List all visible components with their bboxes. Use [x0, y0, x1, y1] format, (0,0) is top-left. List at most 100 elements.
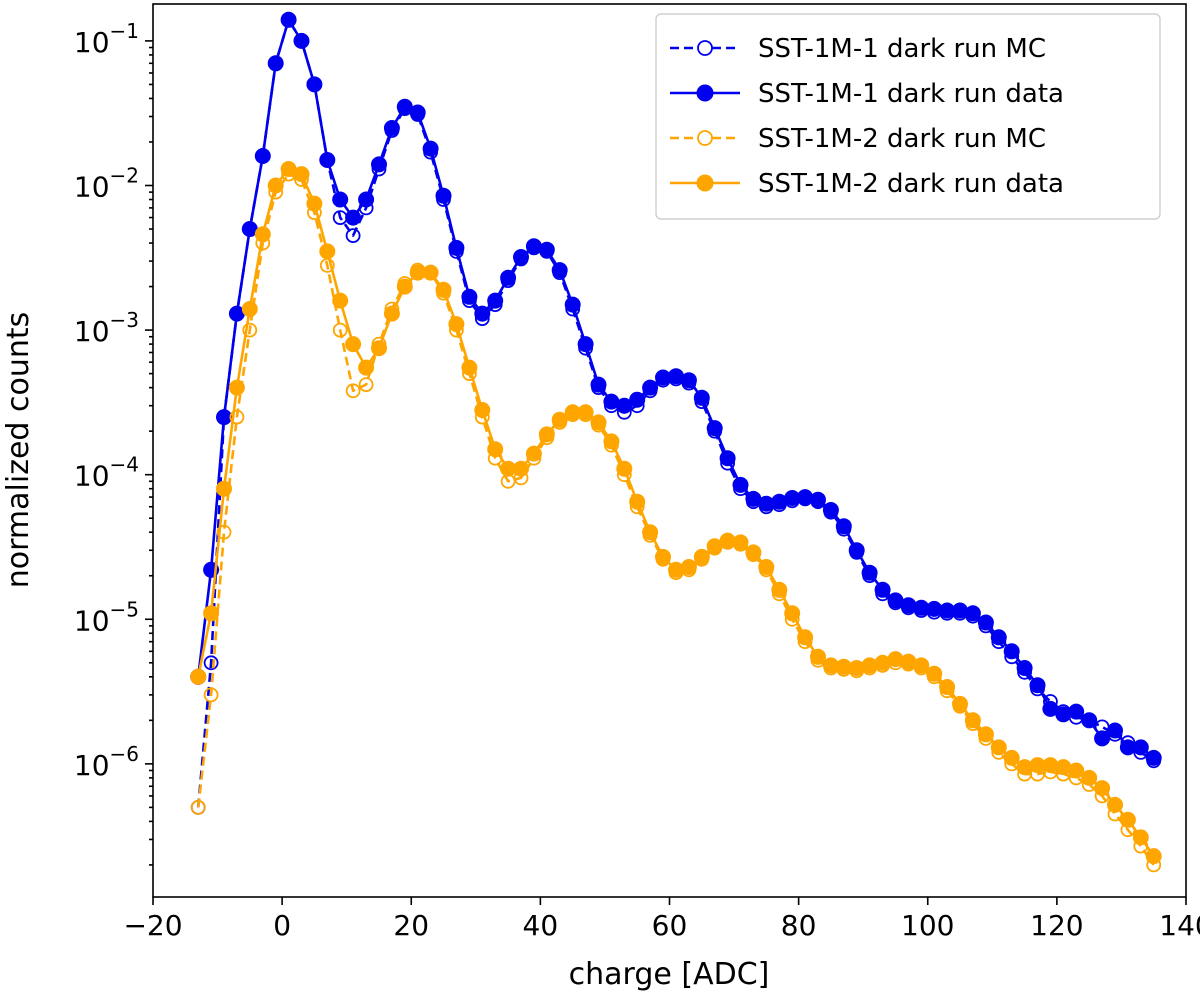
x-axis: −20 0 20 40 60 80 100 120 140 — [123, 897, 1200, 942]
data-point — [1094, 780, 1111, 797]
data-point — [655, 548, 671, 565]
data-point — [254, 148, 271, 164]
data-point — [332, 292, 349, 309]
data-point — [771, 581, 788, 598]
data-point — [926, 665, 943, 682]
x-tick-label: 0 — [273, 909, 291, 942]
data-point — [642, 379, 659, 396]
data-point — [229, 409, 245, 425]
data-point — [267, 55, 284, 72]
data-point — [1068, 762, 1085, 779]
data-point — [719, 450, 736, 467]
data-point — [887, 651, 904, 668]
data-point — [668, 561, 684, 578]
data-point — [732, 476, 749, 493]
legend-entry: SST-1M-2 dark run data — [670, 169, 1064, 199]
data-point — [203, 687, 219, 703]
data-point — [680, 372, 697, 389]
data-point — [216, 524, 232, 540]
data-point — [435, 281, 452, 298]
data-point — [371, 156, 387, 173]
x-tick-label: 120 — [1030, 909, 1083, 942]
x-tick-label: 20 — [393, 909, 429, 942]
data-point — [332, 322, 348, 338]
data-point — [500, 269, 517, 286]
data-point — [396, 278, 413, 295]
data-point — [293, 32, 310, 49]
data-point — [319, 152, 336, 168]
data-point — [242, 322, 258, 338]
data-point — [383, 305, 400, 322]
legend-entry: SST-1M-1 dark run data — [670, 79, 1064, 109]
data-point — [952, 695, 968, 712]
legend-label: SST-1M-2 dark run MC — [758, 124, 1046, 154]
legend: SST-1M-1 dark run MC SST-1M-1 dark run da… — [655, 13, 1161, 220]
data-point — [203, 605, 220, 622]
data-point — [422, 264, 439, 281]
data-point — [1132, 829, 1149, 846]
data-point — [564, 296, 581, 313]
data-point — [409, 104, 426, 121]
data-point — [616, 397, 633, 414]
data-point — [900, 597, 917, 614]
data-point — [358, 377, 374, 393]
data-point — [861, 657, 878, 674]
data-point — [383, 120, 400, 136]
legend-marker — [696, 84, 714, 102]
series-4 — [190, 161, 1162, 865]
data-point — [1016, 660, 1033, 676]
data-point — [913, 657, 930, 674]
data-point — [422, 140, 439, 157]
data-point — [319, 243, 336, 260]
data-point — [358, 359, 375, 376]
data-point — [190, 800, 206, 815]
legend-label: SST-1M-2 dark run data — [758, 169, 1064, 199]
data-point — [577, 336, 594, 353]
data-point — [293, 166, 310, 183]
data-point — [939, 679, 956, 695]
y-tick-label: 10−4 — [74, 453, 139, 493]
data-point — [203, 655, 219, 671]
data-point — [732, 534, 749, 551]
data-point — [435, 187, 452, 204]
data-point — [500, 473, 516, 489]
data-point — [551, 262, 568, 279]
data-point — [487, 292, 504, 309]
data-point — [216, 480, 232, 497]
data-point — [977, 614, 994, 631]
x-tick-label: 60 — [652, 909, 688, 942]
data-point — [1055, 706, 1072, 723]
data-point — [835, 518, 852, 535]
y-axis: 10−1 10−2 10−3 10−4 10−5 10−6 — [74, 19, 153, 866]
data-point — [345, 228, 361, 244]
data-point — [267, 177, 284, 194]
data-point — [216, 409, 232, 426]
data-point — [461, 288, 478, 305]
data-point — [228, 379, 245, 396]
data-point — [241, 301, 258, 317]
data-point — [190, 668, 207, 685]
series-layer — [190, 11, 1162, 873]
data-point — [797, 489, 814, 506]
data-point — [616, 460, 633, 477]
data-point — [693, 548, 710, 565]
data-point — [784, 605, 801, 622]
data-point — [525, 445, 542, 462]
data-point — [487, 441, 504, 458]
data-point — [990, 629, 1007, 646]
data-point — [1068, 703, 1085, 720]
x-tick-label: −20 — [123, 909, 182, 942]
data-point — [706, 420, 723, 437]
data-point — [1029, 677, 1046, 694]
data-point — [345, 383, 361, 399]
data-point — [474, 305, 491, 322]
x-axis-label: charge [ADC] — [569, 957, 770, 992]
y-tick-label: 10−6 — [74, 742, 139, 782]
data-point — [848, 660, 865, 676]
data-point — [448, 239, 465, 256]
data-point — [1081, 769, 1098, 786]
data-point — [590, 376, 607, 393]
series-2 — [190, 11, 1162, 766]
data-point — [964, 605, 981, 622]
